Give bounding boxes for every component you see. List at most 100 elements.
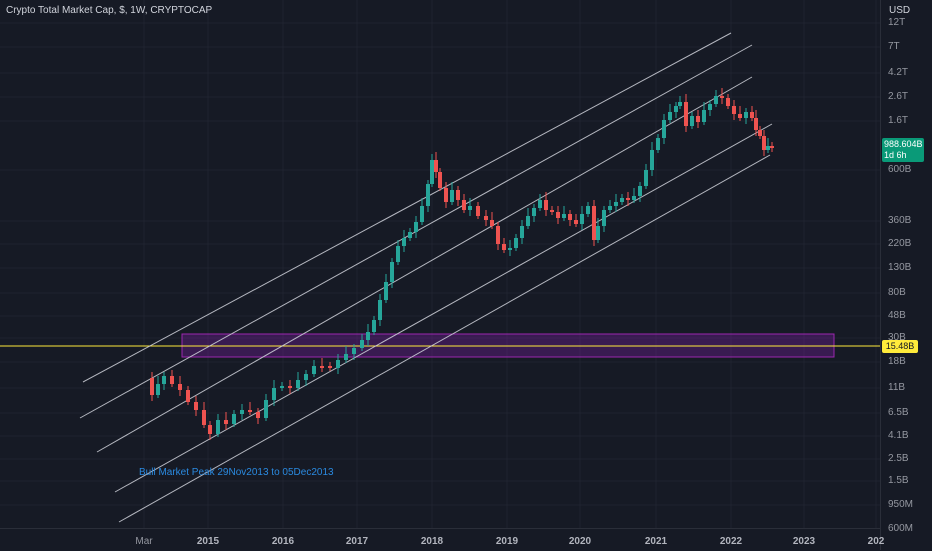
candle-body (608, 206, 612, 210)
price-tick: 1.5B (888, 475, 909, 486)
candle-body (556, 212, 560, 218)
candle-body (496, 226, 500, 244)
price-tick: 130B (888, 262, 912, 273)
price-tick: 80B (888, 287, 906, 298)
candle-body (372, 320, 376, 332)
time-tick: 2022 (719, 536, 743, 547)
price-tick: 2.6T (888, 91, 909, 102)
price-tick: 12T (888, 17, 906, 28)
candle-body (384, 282, 388, 300)
candle-body (248, 410, 252, 412)
candle-body (602, 210, 606, 226)
candle-body (562, 214, 566, 218)
candle-body (586, 206, 590, 214)
time-tick: 2020 (568, 536, 592, 547)
level-line-badge: 15.48B (882, 340, 918, 353)
candle-body (720, 96, 724, 98)
candle-body (344, 354, 348, 360)
candle-body (272, 388, 276, 400)
candle-body (202, 410, 206, 425)
candle-body (620, 198, 624, 202)
price-tick: 600M (888, 523, 914, 534)
candle-body (352, 348, 356, 354)
candle-body (762, 136, 766, 150)
candle-body (650, 150, 654, 170)
candle-body (632, 196, 636, 200)
candle-body (714, 96, 718, 104)
candle-body (532, 208, 536, 216)
candle-body (484, 216, 488, 220)
candle-body (476, 206, 480, 216)
candle-body (288, 386, 292, 388)
candle-body (408, 232, 412, 238)
candle-body (702, 110, 706, 122)
price-tick: 220B (888, 238, 912, 249)
candle-body (194, 402, 198, 410)
candle-body (514, 238, 518, 248)
candle-body (574, 220, 578, 224)
channel-line (82, 32, 732, 383)
time-tick: 202 (867, 536, 885, 547)
candle-body (170, 376, 174, 384)
candle-body (456, 190, 460, 200)
candle-body (526, 216, 530, 226)
candle-body (656, 138, 660, 150)
time-tick: 2015 (196, 536, 220, 547)
candle-body (450, 190, 454, 202)
candle-body (312, 366, 316, 374)
candle-body (426, 184, 430, 206)
candle-body (744, 112, 748, 118)
price-tick: 7T (888, 41, 900, 52)
candle-body (414, 222, 418, 232)
candle-body (390, 262, 394, 282)
candle-body (738, 114, 742, 118)
candle-body (726, 98, 730, 106)
candle-body (644, 170, 648, 186)
candle-body (336, 360, 340, 368)
candle-body (638, 186, 642, 196)
price-tick: 18B (888, 356, 906, 367)
candle-body (280, 386, 284, 388)
candle-body (754, 118, 758, 130)
chart-area[interactable] (0, 0, 880, 550)
candle-body (592, 206, 596, 240)
price-tick: 950M (888, 499, 914, 510)
time-tick: 2018 (420, 536, 444, 547)
candle-body (668, 112, 672, 120)
time-tick: 2016 (271, 536, 295, 547)
candle-body (378, 300, 382, 320)
candle-body (420, 206, 424, 222)
candle-body (304, 374, 308, 380)
candle-body (684, 102, 688, 126)
time-axis[interactable] (0, 528, 880, 551)
candle-body (544, 200, 548, 210)
candle-body (502, 244, 506, 250)
candle-body (256, 412, 260, 418)
candle-body (468, 206, 472, 210)
candle-body (538, 200, 542, 208)
candle-body (614, 202, 618, 206)
price-axis[interactable] (880, 0, 932, 550)
last-price-badge: 988.604B 1d 6h (882, 138, 924, 162)
candle-body (678, 102, 682, 106)
candle-body (402, 238, 406, 246)
price-tick: 6.5B (888, 407, 909, 418)
price-tick: 4.1B (888, 430, 909, 441)
candle-body (320, 366, 324, 368)
candle-body (626, 198, 630, 200)
candle-body (708, 104, 712, 110)
currency-label: USD (889, 5, 911, 16)
candle-body (328, 366, 332, 368)
candle-body (732, 106, 736, 114)
time-tick: 2019 (495, 536, 519, 547)
symbol-title[interactable]: Crypto Total Market Cap, $, 1W, CRYPTOCA… (6, 5, 213, 16)
candle-body (156, 384, 160, 395)
annotation-text[interactable]: Bull Market Peak 29Nov2013 to 05Dec2013 (139, 467, 334, 478)
price-tick: 4.2T (888, 67, 909, 78)
candle-body (360, 340, 364, 348)
candle-body (758, 130, 762, 136)
chart-canvas[interactable] (0, 0, 880, 528)
candle-body (462, 200, 466, 210)
candle-body (162, 376, 166, 384)
candle-body (766, 146, 770, 150)
